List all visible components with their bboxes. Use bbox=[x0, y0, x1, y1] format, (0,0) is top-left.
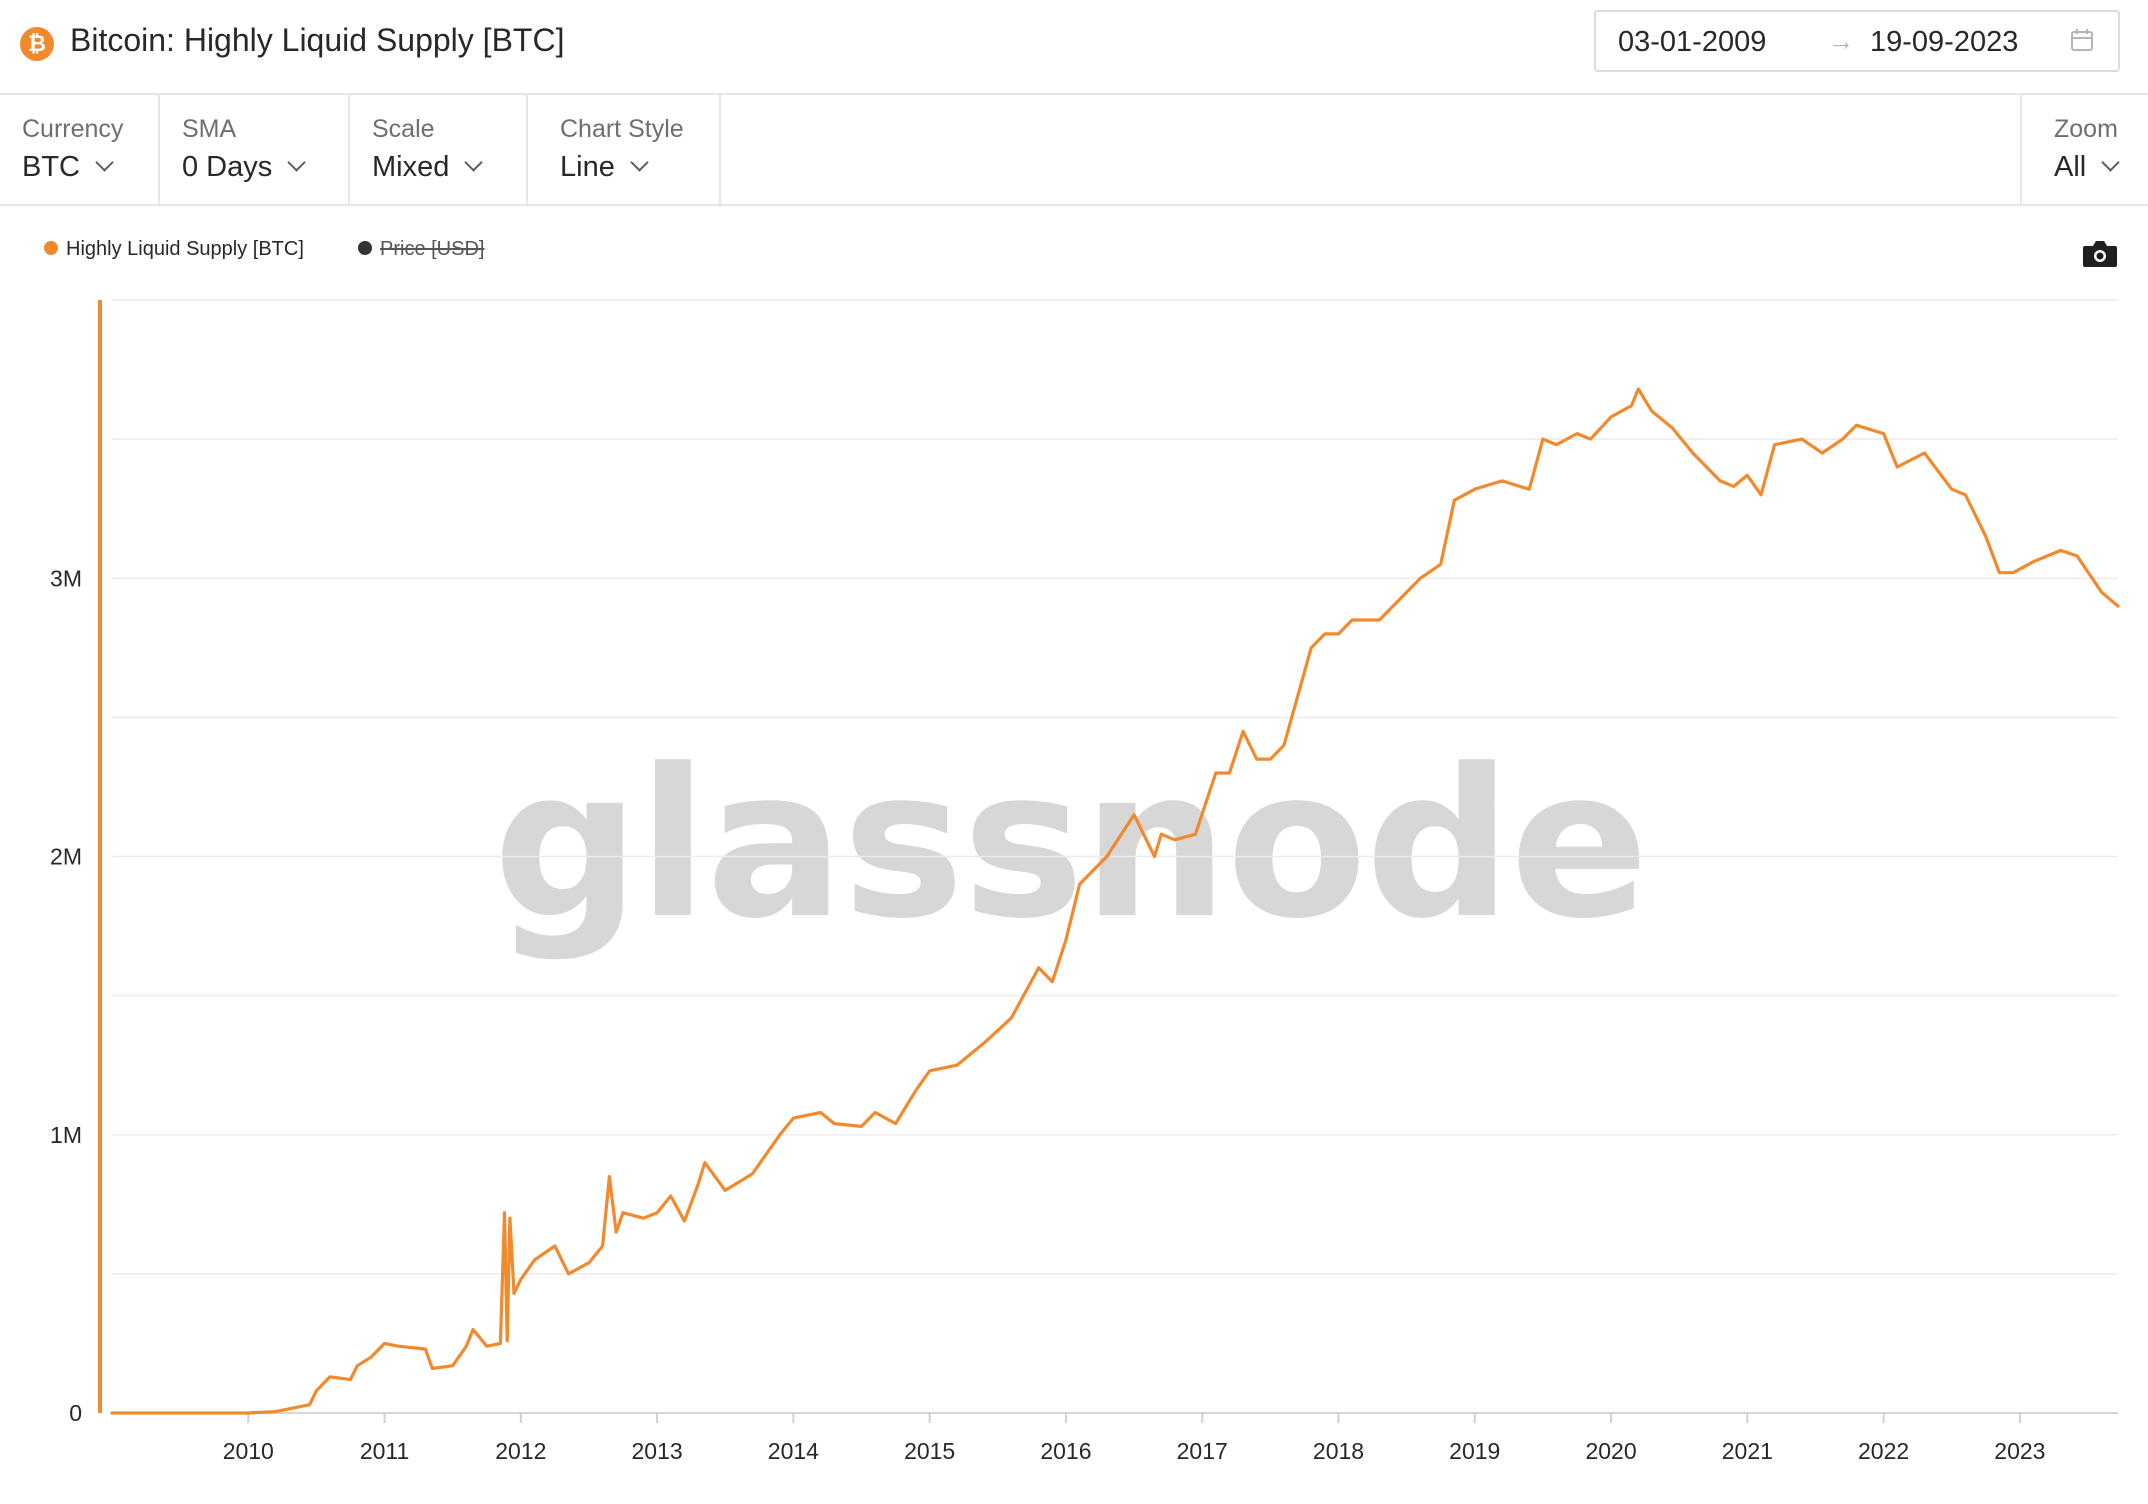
zoom-value[interactable]: All bbox=[2054, 151, 2120, 184]
legend-item-highly-liquid-supply[interactable]: Highly Liquid Supply [BTC] bbox=[44, 238, 304, 261]
scale-value[interactable]: Mixed bbox=[372, 151, 484, 184]
camera-icon[interactable] bbox=[2082, 239, 2118, 269]
legend-dot-icon bbox=[358, 240, 372, 255]
legend-dot-icon bbox=[44, 240, 58, 255]
zoom-value-text: All bbox=[2054, 151, 2087, 183]
date-start-input[interactable]: 03-01-2009 bbox=[1618, 26, 1767, 58]
chart-style-select[interactable]: Chart Style Line bbox=[528, 95, 721, 204]
chart-style-value-text: Line bbox=[560, 151, 615, 183]
page-title: Bitcoin: Highly Liquid Supply [BTC] bbox=[70, 22, 565, 58]
currency-select[interactable]: Currency BTC bbox=[0, 95, 160, 204]
currency-label: Currency bbox=[22, 115, 124, 143]
scale-select[interactable]: Scale Mixed bbox=[350, 95, 528, 204]
series-line-0 bbox=[110, 387, 2120, 1415]
legend-label-price: Price [USD] bbox=[380, 238, 485, 260]
currency-value-text: BTC bbox=[22, 151, 80, 183]
x-tick-label: 2018 bbox=[1313, 1438, 1364, 1464]
x-tick-label: 2022 bbox=[1858, 1438, 1909, 1464]
x-axis-ticks: 2010 2011 2012 2013 2014 2015 2016 2017 2018 2019… bbox=[223, 1413, 2045, 1464]
y-tick-label: 1M bbox=[50, 1122, 82, 1148]
chart-toolbar: Currency BTC SMA 0 Days Scale Mixed Char… bbox=[0, 95, 2148, 206]
y-tick-label: 2M bbox=[50, 844, 82, 870]
x-tick-label: 2012 bbox=[495, 1438, 546, 1464]
x-tick-label: 2019 bbox=[1449, 1438, 1500, 1464]
y-axis-ticks: 0 1M 2M 3M bbox=[50, 565, 82, 1426]
arrow-right-icon: → bbox=[1828, 26, 1854, 56]
sma-value-text: 0 Days bbox=[182, 151, 273, 183]
sma-label: SMA bbox=[182, 115, 237, 143]
zoom-select[interactable]: Zoom All bbox=[2020, 95, 2148, 204]
y-tick-label: 0 bbox=[69, 1400, 82, 1426]
x-tick-label: 2020 bbox=[1585, 1438, 1636, 1464]
chart-style-value[interactable]: Line bbox=[560, 151, 649, 184]
x-tick-label: 2023 bbox=[1994, 1438, 2045, 1464]
grid-lines bbox=[98, 299, 2118, 1414]
sma-value[interactable]: 0 Days bbox=[182, 151, 306, 184]
x-tick-label: 2011 bbox=[360, 1438, 409, 1464]
x-tick-label: 2016 bbox=[1040, 1438, 1091, 1464]
x-tick-label: 2013 bbox=[632, 1438, 683, 1464]
y-tick-label: 3M bbox=[50, 565, 82, 591]
sma-select[interactable]: SMA 0 Days bbox=[160, 95, 350, 204]
date-end-input[interactable]: 19-09-2023 bbox=[1870, 26, 2019, 58]
scale-label: Scale bbox=[372, 115, 435, 143]
series-group bbox=[110, 387, 2120, 1415]
header-bar: ₿ Bitcoin: Highly Liquid Supply [BTC] 03… bbox=[0, 0, 2148, 95]
chart-style-label: Chart Style bbox=[560, 115, 684, 143]
legend-item-price[interactable]: Price [USD] bbox=[358, 238, 484, 261]
calendar-icon[interactable] bbox=[2070, 28, 2094, 52]
date-range-picker[interactable]: 03-01-2009 → 19-09-2023 bbox=[1594, 10, 2120, 72]
x-tick-label: 2010 bbox=[223, 1438, 274, 1464]
x-tick-label: 2015 bbox=[904, 1438, 955, 1464]
legend-label-supply: Highly Liquid Supply [BTC] bbox=[66, 238, 304, 260]
bitcoin-logo-icon: ₿ bbox=[20, 27, 54, 61]
x-tick-label: 2017 bbox=[1177, 1438, 1228, 1464]
x-tick-label: 2014 bbox=[768, 1438, 819, 1464]
zoom-label: Zoom bbox=[2054, 115, 2118, 143]
x-tick-label: 2021 bbox=[1722, 1438, 1773, 1464]
scale-value-text: Mixed bbox=[372, 151, 450, 183]
currency-value[interactable]: BTC bbox=[22, 151, 114, 184]
